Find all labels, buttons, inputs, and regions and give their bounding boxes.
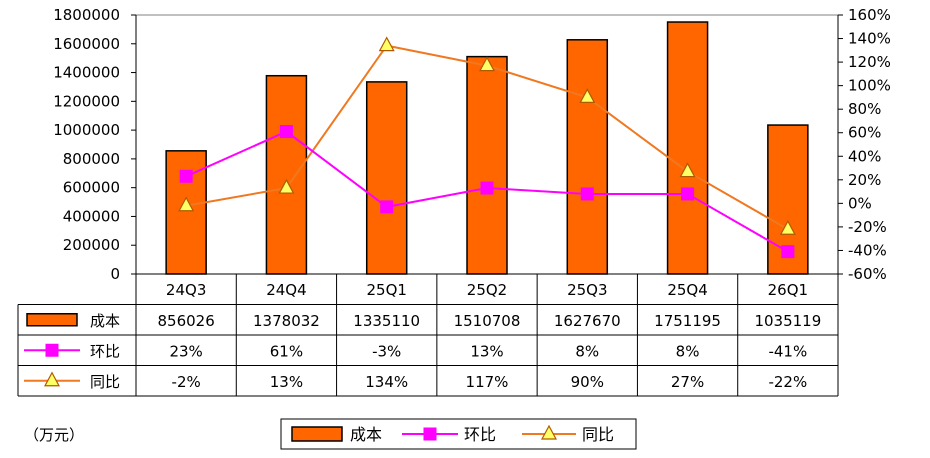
left-tick-label: 1200000 [53,92,120,110]
bar [365,81,408,275]
legend: 成本 环比 同比 [280,418,637,450]
right-tick-label: 140% [848,30,891,48]
series-point-triangle [378,36,395,52]
series-point-square [781,245,795,259]
series-point-square [279,125,293,139]
data-label: 8% [676,342,700,360]
series-name: 同比 [90,373,120,391]
right-tick-label: -60% [848,265,887,283]
data-label: 856026 [158,312,215,330]
category-label: 25Q2 [467,281,507,299]
series-point-square [423,427,437,441]
data-label: 8% [575,342,599,360]
category-label: 24Q4 [266,281,306,299]
category-label: 26Q1 [768,281,808,299]
data-label: 27% [671,373,704,391]
left-tick-label: 0 [110,265,120,283]
data-label: 117% [466,373,509,391]
bar [566,39,609,275]
series-point-triangle [540,424,558,440]
data-label: 61% [270,342,303,360]
data-label: -41% [768,342,807,360]
legend-label: 环比 [464,425,496,444]
right-tick-label: 20% [848,171,881,189]
left-tick-label: 1800000 [53,6,120,24]
category-label: 25Q1 [366,281,406,299]
series-point-square [380,200,394,214]
data-label: 1035119 [754,312,821,330]
data-label: -2% [172,373,201,391]
legend-key-bar [291,426,343,442]
right-tick-label: -40% [848,241,887,259]
series-point-square [179,169,193,183]
unit-note: （万元） [24,426,84,444]
series-point-triangle [43,371,61,387]
data-label: -22% [768,373,807,391]
data-label: 13% [270,373,303,391]
category-label: 25Q4 [667,281,707,299]
right-axis: -60% -40% -20% 0% 20% 40% 60% 80% 100% 120% 140% 16… [837,6,891,283]
data-label: 134% [365,373,408,391]
right-tick-label: -20% [848,218,887,236]
series-point-square [580,187,594,201]
series-point-triangle [278,178,295,194]
table-key-bar [26,313,78,327]
left-tick-label: 400000 [63,207,120,225]
data-label: 1378032 [253,312,320,330]
series-point-triangle [679,162,696,178]
bar [666,21,709,275]
data-label: 1510708 [454,312,521,330]
left-tick-label: 1000000 [53,121,120,139]
data-label: 1335110 [353,312,420,330]
right-tick-label: 100% [848,77,891,95]
left-axis: 0 200000 400000 600000 800000 1000000 1200000 1… [53,6,137,283]
left-tick-label: 1600000 [53,35,120,53]
line-series [178,36,796,259]
left-tick-label: 1400000 [53,64,120,82]
series-point-triangle [478,56,496,72]
data-label: -3% [372,342,401,360]
data-label: 90% [571,373,604,391]
series-point-square [480,181,494,195]
series-point-triangle [779,219,796,235]
data-label: 1751195 [654,312,721,330]
right-tick-label: 0% [848,194,872,212]
series-point-square [681,187,695,201]
left-tick-label: 200000 [63,236,120,254]
bar [265,74,308,275]
bar [466,55,508,275]
unit-note-group: （万元） [24,426,84,444]
category-label: 24Q3 [166,281,206,299]
right-tick-label: 80% [848,100,881,118]
series-name: 成本 [90,312,120,330]
series-point-triangle [579,88,596,104]
series-point-square [45,343,59,357]
legend-label: 同比 [582,425,614,444]
left-tick-label: 800000 [63,150,120,168]
left-tick-label: 600000 [63,179,120,197]
series-point-triangle [178,196,195,212]
data-label: 1627670 [554,312,621,330]
legend-label: 成本 [350,425,382,444]
series-name: 环比 [90,342,120,360]
right-tick-label: 160% [848,6,891,24]
right-tick-label: 40% [848,147,881,165]
right-tick-label: 60% [848,124,881,142]
right-tick-label: 120% [848,53,891,71]
data-label: 13% [470,342,503,360]
data-label: 23% [169,342,202,360]
data-table: 24Q3 24Q4 25Q1 25Q2 25Q3 25Q4 26Q1 成本 856026 1378… [17,273,839,397]
category-label: 25Q3 [567,281,607,299]
